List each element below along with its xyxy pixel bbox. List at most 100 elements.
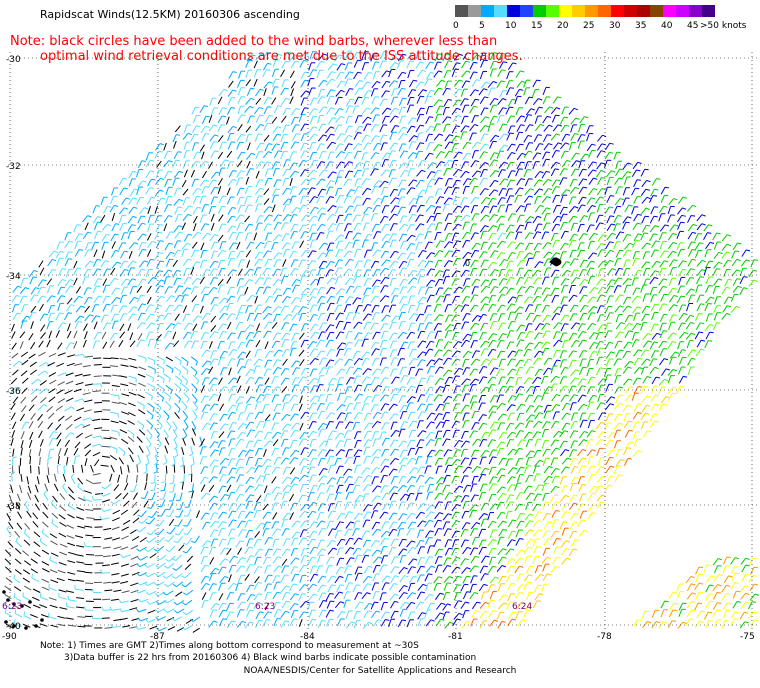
wind-barb — [47, 269, 57, 277]
wind-barb — [686, 303, 693, 312]
wind-barb — [712, 322, 721, 331]
wind-barb — [371, 521, 381, 530]
wind-barb — [596, 305, 605, 314]
wind-barb — [121, 197, 131, 205]
wind-barb — [632, 251, 640, 260]
wind-barb — [604, 403, 615, 411]
wind-barb — [676, 583, 684, 592]
wind-barb — [479, 439, 488, 447]
wind-barb — [534, 106, 543, 115]
wind-barb — [57, 279, 67, 287]
wind-barb — [389, 593, 399, 601]
wind-barb — [112, 537, 121, 541]
wind-barb — [379, 60, 387, 69]
wind-barb — [623, 322, 633, 330]
wind-barb — [334, 124, 343, 133]
wind-barb — [256, 323, 261, 331]
wind-barb — [32, 588, 41, 593]
latitude-label: -32 — [6, 162, 21, 172]
wind-barb — [150, 482, 157, 492]
wind-barb — [77, 477, 84, 485]
wind-barb — [318, 134, 328, 142]
wind-barb — [226, 611, 234, 620]
wind-barb — [372, 161, 381, 170]
wind-barb — [200, 583, 210, 591]
wind-barb — [515, 107, 524, 116]
wind-barb — [26, 476, 29, 485]
wind-barb — [371, 528, 382, 536]
wind-barb — [84, 571, 93, 574]
wind-barb — [487, 123, 495, 132]
footer-line-2: 3)Data buffer is 22 hrs from 20160306 4)… — [64, 653, 477, 663]
wind-barb — [336, 348, 344, 357]
wind-barb — [172, 581, 184, 588]
wind-barb — [668, 198, 678, 206]
wind-barb — [121, 438, 129, 445]
wind-barb — [273, 53, 283, 61]
wind-barb — [533, 287, 542, 296]
wind-barb — [253, 330, 262, 339]
wind-barb — [165, 186, 173, 196]
wind-barb — [246, 294, 256, 302]
wind-barb — [526, 414, 536, 422]
wind-barb — [353, 71, 362, 80]
wind-barb — [201, 404, 211, 412]
wind-barb — [417, 330, 426, 339]
wind-barb — [417, 323, 425, 332]
wind-barb — [416, 132, 424, 141]
wind-barb — [192, 323, 198, 331]
wind-barb — [64, 240, 74, 248]
wind-barb — [253, 107, 264, 115]
wind-barb — [642, 332, 652, 340]
wind-barb — [183, 141, 191, 151]
wind-barb — [596, 447, 604, 456]
wind-barb — [426, 294, 435, 303]
wind-barb — [622, 221, 630, 230]
wind-barb — [210, 107, 218, 116]
wind-barb — [407, 89, 417, 97]
wind-barb — [219, 423, 229, 431]
wind-barb — [11, 304, 20, 313]
wind-barb — [651, 621, 661, 629]
wind-barb — [227, 141, 236, 150]
wind-barb — [381, 233, 391, 242]
wind-barb — [291, 124, 300, 133]
wind-barb — [300, 600, 310, 608]
wind-barb — [85, 582, 94, 584]
wind-barb — [496, 565, 506, 573]
wind-barb — [290, 81, 296, 89]
wind-barb — [370, 135, 380, 143]
wind-barb — [469, 395, 478, 404]
wind-barb — [316, 277, 324, 286]
wind-barb — [354, 162, 364, 170]
wind-barb — [417, 502, 427, 510]
latitude-label: -30 — [6, 55, 21, 65]
wind-barb — [623, 341, 633, 349]
wind-barb — [560, 296, 568, 305]
wind-barb — [255, 384, 264, 393]
wind-barb — [453, 440, 463, 448]
wind-barb — [613, 215, 622, 223]
wind-barb — [353, 204, 362, 213]
wind-barb — [551, 394, 561, 402]
wind-barb — [571, 160, 581, 168]
wind-barb — [280, 305, 289, 314]
wind-barb — [470, 196, 480, 205]
wind-barb — [326, 477, 336, 485]
wind-barb — [309, 232, 317, 241]
wind-barb — [64, 251, 73, 260]
wind-barb — [371, 610, 381, 618]
wind-barb — [209, 592, 217, 601]
wind-barb — [496, 215, 506, 223]
wind-barb — [363, 123, 372, 132]
wind-barb — [706, 575, 716, 583]
colorbar-label: 5 — [479, 21, 485, 31]
colorbar-label: 20 — [557, 21, 569, 31]
wind-barb — [191, 393, 198, 404]
wind-barb — [678, 268, 687, 277]
wind-barb — [587, 492, 596, 501]
wind-barb — [515, 611, 523, 620]
wind-barb — [371, 279, 381, 287]
wind-barb — [397, 521, 407, 530]
wind-barb — [74, 373, 83, 377]
